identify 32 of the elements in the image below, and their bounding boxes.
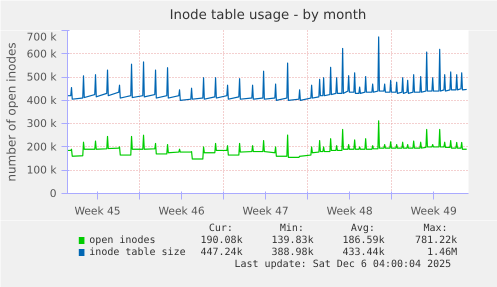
x-tick-label: Week 48	[326, 204, 373, 218]
legend-label: inode table size	[89, 247, 186, 258]
text: 388.98k	[271, 247, 314, 258]
y-axis-title: number of open inodes	[4, 42, 19, 182]
text: Avg:	[350, 223, 375, 234]
line-series	[68, 120, 468, 160]
legend-label: open inodes	[89, 235, 156, 246]
y-tick-label: 600 k	[26, 47, 58, 60]
x-tick-label: Week 46	[158, 204, 205, 218]
text: Cur:	[208, 223, 233, 234]
y-tick-label: 500 k	[26, 70, 58, 84]
text: Max:	[423, 223, 448, 234]
text: Last update: Sat Dec 6 04:00:04 2025	[234, 259, 452, 270]
y-tick-label: 0	[50, 187, 57, 200]
y-tick-label: 200 k	[26, 140, 58, 154]
text: 139.83k	[271, 235, 314, 246]
y-tick-label: 400 k	[26, 94, 58, 107]
y-tick-label: 100 k	[26, 164, 58, 177]
y-tick-label: 700 k	[26, 30, 58, 44]
text: 1.46M	[427, 247, 458, 258]
text: 190.08k	[200, 235, 243, 246]
text: 447.24k	[200, 247, 243, 258]
y-tick-label: 300 k	[26, 117, 58, 130]
text: Min:	[280, 223, 304, 234]
chart-title: Inode table usage - by month	[170, 8, 366, 23]
text: 433.44k	[342, 247, 385, 258]
x-tick-label: Week 47	[242, 204, 289, 218]
text: 186.59k	[342, 235, 385, 246]
x-tick-label: Week 45	[74, 204, 121, 218]
x-tick-label: Week 49	[410, 204, 457, 218]
text: 781.22k	[415, 235, 458, 246]
line-series	[68, 36, 468, 101]
